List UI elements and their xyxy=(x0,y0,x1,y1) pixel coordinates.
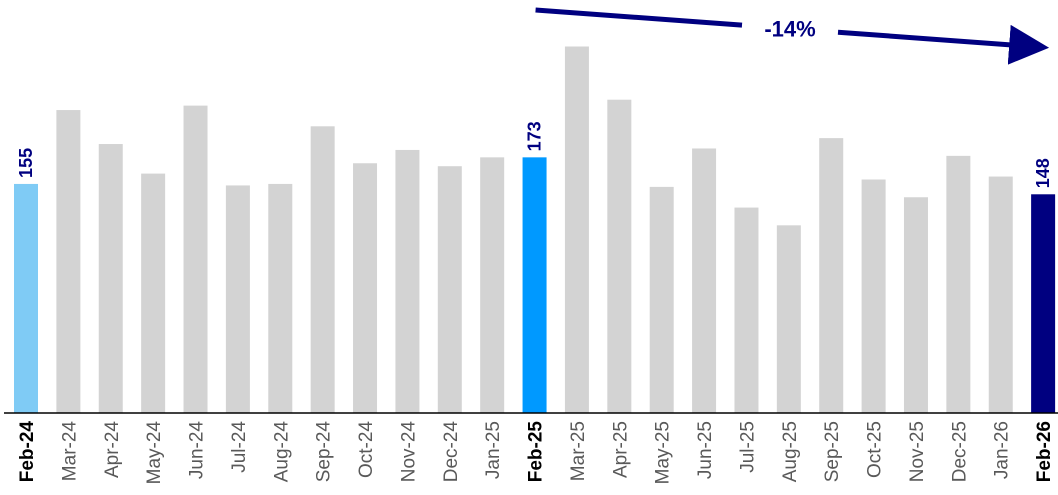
bar-nov-25 xyxy=(903,197,928,413)
bars-group xyxy=(14,46,1056,414)
bar-jul-25 xyxy=(734,207,759,413)
x-tick-label: Aug-24 xyxy=(271,421,292,483)
change-annotation-label: -14% xyxy=(764,17,815,42)
bar-apr-24 xyxy=(98,144,123,414)
x-tick-label: Jan-26 xyxy=(992,421,1013,479)
data-labels: 155 173 148 xyxy=(16,121,1053,188)
bar-sep-25 xyxy=(819,138,844,413)
bar-feb-26 xyxy=(1031,194,1056,413)
x-tick-labels: Feb-24 Mar-24 Apr-24 May-24 Jun-24 Jul-24 Aug-… xyxy=(17,421,1055,485)
x-tick-label: May-24 xyxy=(144,421,165,485)
bar-jun-24 xyxy=(183,105,208,413)
bar-dec-24 xyxy=(437,166,462,413)
x-tick-label: Jun-25 xyxy=(695,421,716,479)
x-tick-label: Dec-24 xyxy=(441,421,462,483)
bar-feb-24 xyxy=(14,183,38,413)
x-tick-label: Sep-25 xyxy=(822,421,843,482)
x-tick-label: Feb-26 xyxy=(1034,421,1055,482)
x-tick-label: Jun-24 xyxy=(187,421,208,480)
bar-oct-24 xyxy=(353,163,378,413)
x-tick-label: Apr-24 xyxy=(102,421,123,478)
x-tick-label: Jan-25 xyxy=(483,421,504,479)
bar-oct-25 xyxy=(861,179,886,413)
x-tick-label: Aug-25 xyxy=(780,421,801,482)
x-tick-label: Mar-24 xyxy=(59,421,80,482)
bar-mar-24 xyxy=(56,110,81,414)
x-tick-label: Sep-24 xyxy=(314,421,335,483)
trend-arrow-left-segment xyxy=(535,7,743,28)
trend-arrow-right-segment xyxy=(837,24,1050,65)
change-annotation: -14% xyxy=(535,7,1050,65)
x-tick-label: Dec-25 xyxy=(949,421,970,482)
x-tick-label: Jul-25 xyxy=(737,421,758,473)
bar-nov-24 xyxy=(395,149,420,413)
data-label-feb-24: 155 xyxy=(16,148,36,178)
bar-jul-24 xyxy=(225,185,250,413)
x-tick-label: Feb-24 xyxy=(17,421,38,483)
x-tick-label: Oct-25 xyxy=(865,421,886,478)
x-tick-label: Oct-24 xyxy=(356,421,377,478)
bar-feb-25 xyxy=(522,157,547,413)
x-tick-label: May-25 xyxy=(653,421,674,484)
x-tick-label: Mar-25 xyxy=(568,421,589,481)
bar-apr-25 xyxy=(607,99,632,413)
data-label-feb-25: 173 xyxy=(525,121,545,151)
x-tick-label: Jul-24 xyxy=(229,421,250,473)
bar-aug-24 xyxy=(268,183,293,413)
x-tick-label: Nov-24 xyxy=(398,421,419,483)
bar-jun-25 xyxy=(692,148,717,413)
bar-mar-25 xyxy=(564,46,589,414)
bar-may-24 xyxy=(141,173,166,413)
bar-jan-25 xyxy=(480,157,505,413)
bar-may-25 xyxy=(649,186,674,413)
bar-aug-25 xyxy=(776,225,801,413)
bar-sep-24 xyxy=(310,126,335,414)
bar-dec-25 xyxy=(946,155,971,413)
data-label-feb-26: 148 xyxy=(1033,158,1053,188)
bar-jan-26 xyxy=(988,176,1013,413)
x-tick-label: Nov-25 xyxy=(907,421,928,482)
x-tick-label: Feb-25 xyxy=(526,421,547,483)
x-tick-label: Apr-25 xyxy=(610,421,631,478)
